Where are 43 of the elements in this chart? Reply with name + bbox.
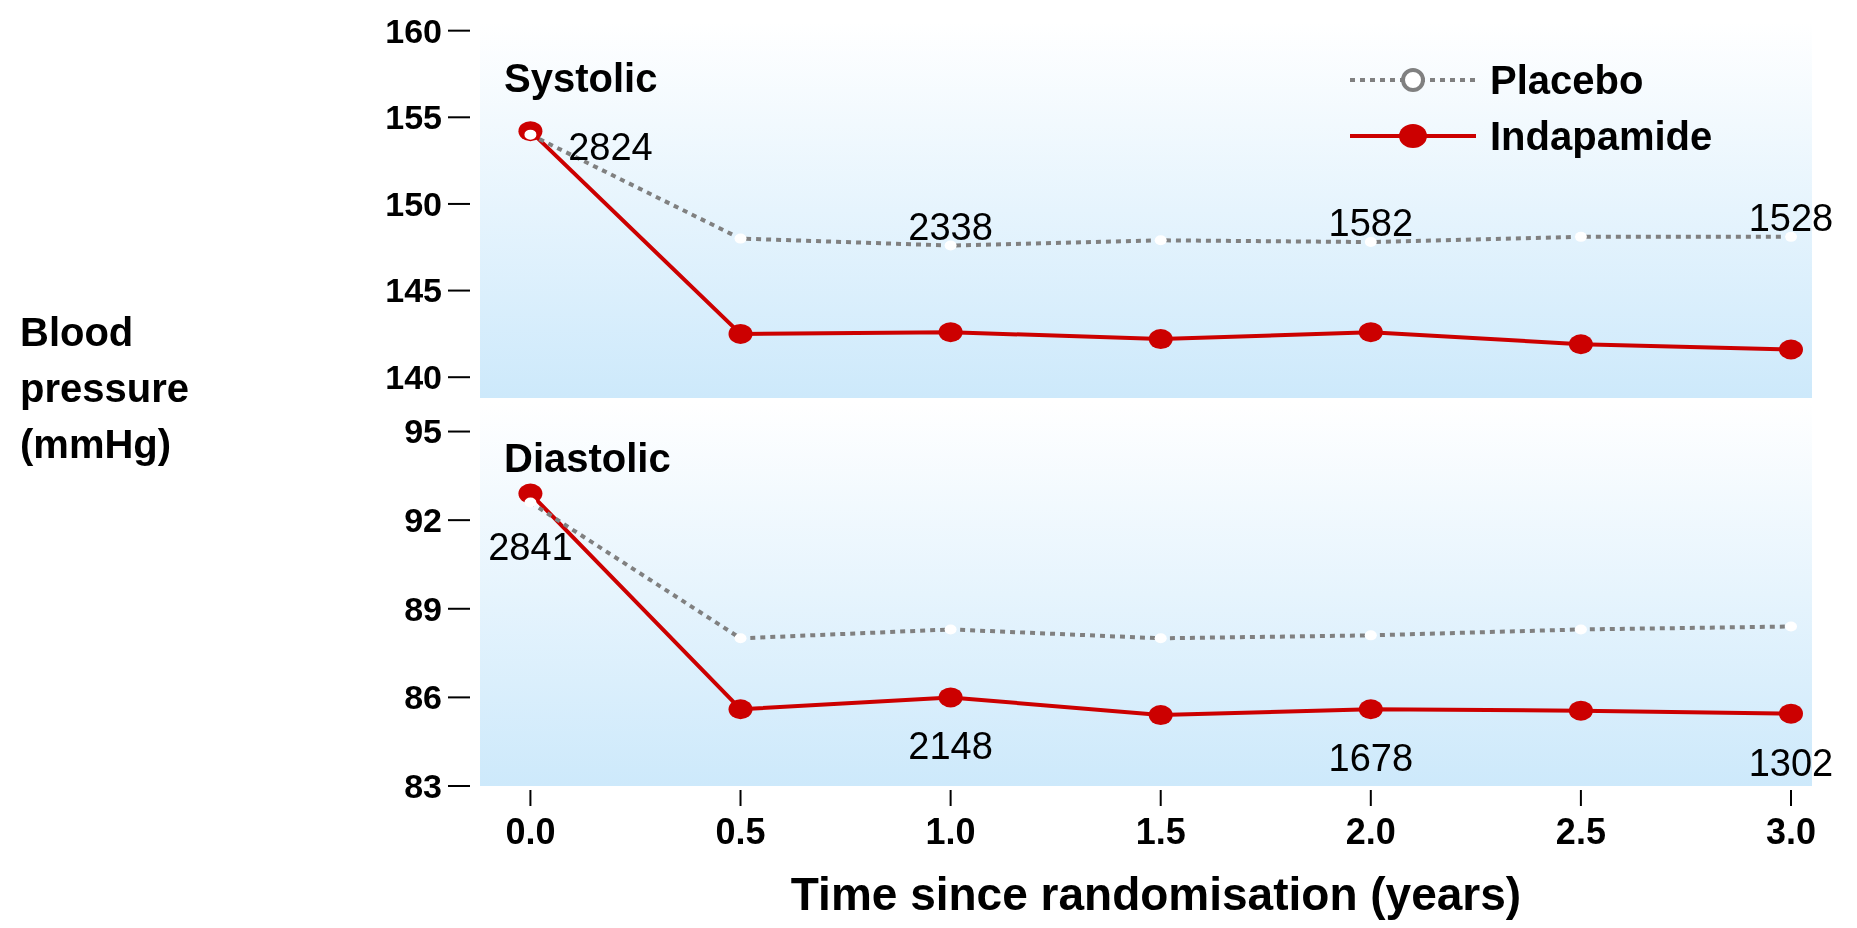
y-tick-label: 160	[385, 11, 442, 50]
y-tick-label: 145	[385, 271, 442, 310]
point	[1358, 699, 1383, 720]
legend-label: Indapamide	[1490, 114, 1713, 158]
annotation: 1528	[1748, 196, 1834, 239]
x-tick-label: 1.5	[1135, 811, 1186, 852]
annotation: 2148	[908, 725, 993, 768]
text: Systolic	[504, 56, 658, 100]
point	[728, 323, 753, 344]
y-tick-label: 150	[385, 184, 442, 223]
point	[938, 687, 963, 708]
annotation: 1582	[1328, 202, 1414, 245]
x-axis-title: Time since randomisation (years)	[790, 868, 1522, 920]
point	[1358, 322, 1383, 343]
point	[1568, 334, 1593, 355]
annotation: 2824	[568, 126, 653, 169]
y-tick-label: 92	[404, 501, 442, 540]
x-tick-label: 2.5	[1555, 811, 1606, 852]
point	[938, 322, 963, 343]
point	[1148, 705, 1173, 726]
x-tick-label: 0.5	[715, 811, 766, 852]
y-tick-label: 89	[404, 589, 442, 628]
annotation: 2338	[908, 205, 993, 248]
y-tick-label: 86	[404, 678, 442, 717]
y-tick-label: 140	[385, 358, 442, 397]
y-tick-label: 95	[404, 412, 442, 451]
y-axis-title: Blood pressure (mmHg)	[20, 310, 189, 466]
point	[1568, 700, 1593, 721]
point	[1778, 703, 1803, 724]
legend-label: Placebo	[1490, 58, 1644, 102]
x-tick-label: 3.0	[1765, 811, 1817, 852]
point	[728, 699, 753, 720]
annotation: 1302	[1748, 741, 1834, 784]
text: Diastolic	[504, 436, 671, 480]
x-tick-label: 1.0	[925, 811, 976, 852]
x-tick-label: 2.0	[1345, 811, 1396, 852]
point	[1148, 329, 1173, 350]
x-tick-label: 0.0	[505, 811, 556, 852]
y-tick-label: 155	[385, 98, 442, 137]
point	[1778, 339, 1803, 360]
y-tick-label: 83	[404, 766, 442, 805]
annotation: 2841	[488, 526, 573, 569]
annotation: 1678	[1328, 737, 1414, 780]
